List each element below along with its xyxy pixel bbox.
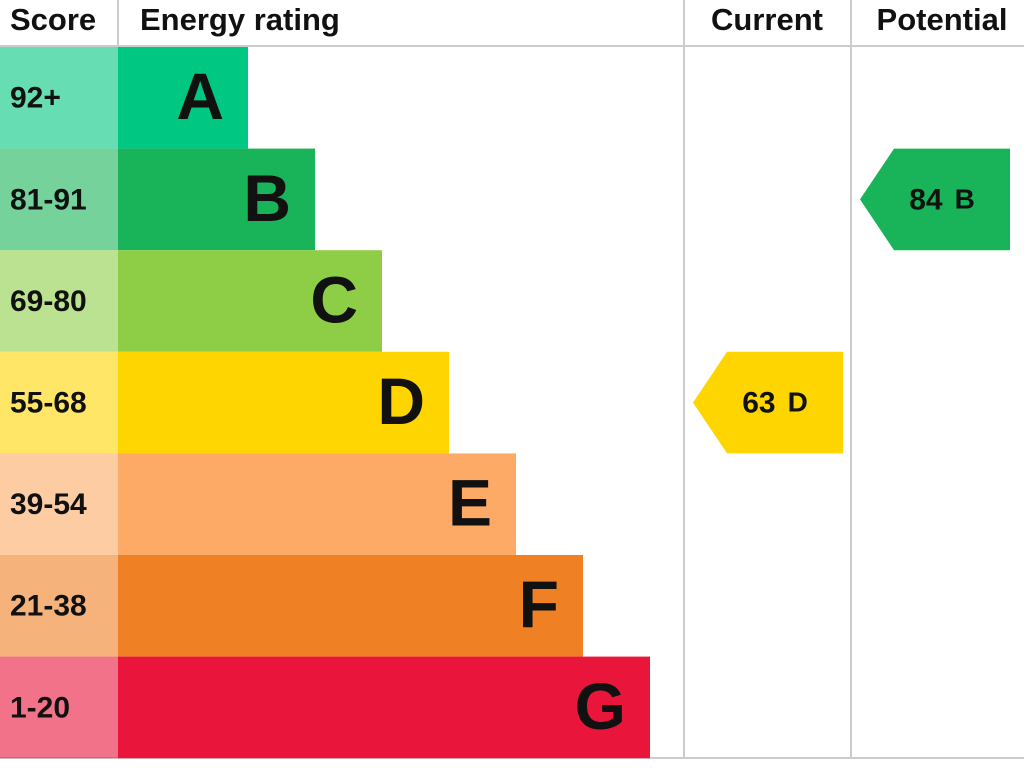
rating-bar xyxy=(118,656,650,759)
rating-bar xyxy=(118,351,449,454)
current-value: 63 xyxy=(742,387,775,420)
rating-bar xyxy=(118,250,382,352)
score-range: 81-91 xyxy=(10,183,87,216)
current-arrow xyxy=(693,351,843,454)
score-range: 92+ xyxy=(10,82,61,115)
rating-header: Energy rating xyxy=(140,2,340,37)
rating-bar xyxy=(118,453,516,555)
score-range: 21-38 xyxy=(10,590,87,623)
rating-letter: C xyxy=(310,262,358,336)
rating-bar xyxy=(118,148,315,251)
score-cell xyxy=(0,47,118,149)
score-cell xyxy=(0,351,118,454)
score-range: 55-68 xyxy=(10,387,87,420)
score-header: Score xyxy=(10,2,96,37)
rating-letter: E xyxy=(448,466,492,540)
potential-letter: B xyxy=(955,184,975,215)
score-cell xyxy=(0,453,118,555)
rating-letter: D xyxy=(377,364,425,438)
rating-letter: A xyxy=(176,59,224,133)
rating-letter: B xyxy=(243,161,291,235)
score-cell xyxy=(0,250,118,352)
potential-arrow xyxy=(860,148,1010,251)
rating-letter: G xyxy=(575,669,626,743)
score-cell xyxy=(0,656,118,759)
current-letter: D xyxy=(788,387,808,418)
potential-value: 84 xyxy=(909,183,943,216)
current-header: Current xyxy=(711,2,823,37)
current-label: 63 D xyxy=(742,387,808,420)
score-cell xyxy=(0,148,118,251)
rating-bar xyxy=(118,47,248,149)
rating-bar xyxy=(118,555,583,657)
potential-header: Potential xyxy=(877,2,1008,37)
rating-letter: F xyxy=(519,567,559,641)
potential-label: 84 B xyxy=(909,183,975,216)
score-range: 69-80 xyxy=(10,285,87,318)
score-range: 1-20 xyxy=(10,691,70,724)
score-cell xyxy=(0,555,118,657)
score-range: 39-54 xyxy=(10,488,87,521)
